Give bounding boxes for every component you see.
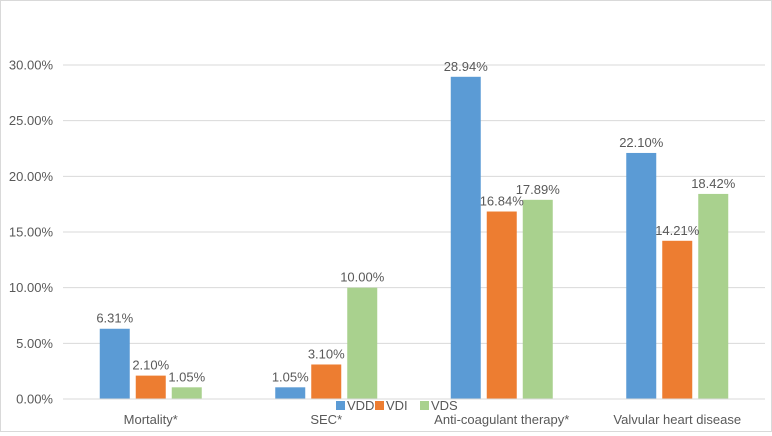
x-axis-category-labels: Mortality* SEC* Anti-coagulant therapy* Val…	[124, 412, 741, 427]
data-label: 6.31%	[96, 311, 133, 326]
data-label: 1.05%	[168, 369, 205, 384]
data-label: 2.10%	[132, 358, 169, 373]
bars	[99, 76, 729, 399]
data-label: 1.05%	[272, 369, 309, 384]
bar-vdi-anti-coagulant-therapy	[486, 211, 517, 399]
data-label: 10.00%	[340, 270, 385, 285]
x-category-label: Anti-coagulant therapy*	[434, 412, 569, 427]
legend-label-vdi: VDI	[386, 398, 408, 413]
y-tick-label: 0.00%	[16, 392, 53, 407]
bar-vdi-mortality	[135, 375, 166, 399]
bar-vdi-valvular-heart-disease	[662, 240, 693, 399]
data-label: 18.42%	[691, 176, 736, 191]
y-tick-label: 25.00%	[9, 113, 54, 128]
legend-swatch-vdd	[336, 401, 345, 410]
data-label: 3.10%	[308, 346, 345, 361]
bar-vds-mortality	[171, 387, 202, 399]
data-label: 17.89%	[516, 182, 561, 197]
legend-label-vds: VDS	[431, 398, 458, 413]
legend-swatch-vdi	[375, 401, 384, 410]
x-category-label: SEC*	[310, 412, 342, 427]
bar-vds-anti-coagulant-therapy	[522, 199, 553, 399]
bar-vds-valvular-heart-disease	[698, 193, 729, 399]
y-tick-label: 20.00%	[9, 169, 54, 184]
bar-vds-sec	[347, 287, 378, 399]
legend: VDD VDI VDS	[336, 398, 458, 413]
x-category-label: Valvular heart disease	[613, 412, 741, 427]
bar-vdd-sec	[275, 387, 306, 399]
bar-vdi-sec	[311, 364, 342, 399]
legend-label-vdd: VDD	[347, 398, 374, 413]
y-tick-label: 30.00%	[9, 58, 54, 73]
data-label: 28.94%	[444, 59, 489, 74]
bar-vdd-mortality	[99, 328, 130, 399]
legend-swatch-vds	[420, 401, 429, 410]
y-axis-tick-labels: 0.00% 5.00% 10.00% 15.00% 20.00% 25.00% 30.00%	[9, 58, 54, 407]
bar-vdd-anti-coagulant-therapy	[450, 76, 481, 399]
data-labels: 6.31%2.10%1.05% 1.05%3.10%10.00%28.94%16.…	[96, 59, 735, 385]
data-label: 22.10%	[619, 135, 664, 150]
y-tick-label: 15.00%	[9, 225, 54, 240]
gridlines	[63, 64, 765, 344]
data-label: 14.21%	[655, 223, 700, 238]
y-tick-label: 10.00%	[9, 280, 54, 295]
bar-vdd-valvular-heart-disease	[626, 152, 657, 399]
data-label: 16.84%	[480, 194, 525, 209]
y-tick-label: 5.00%	[16, 336, 53, 351]
x-category-label: Mortality*	[124, 412, 178, 427]
